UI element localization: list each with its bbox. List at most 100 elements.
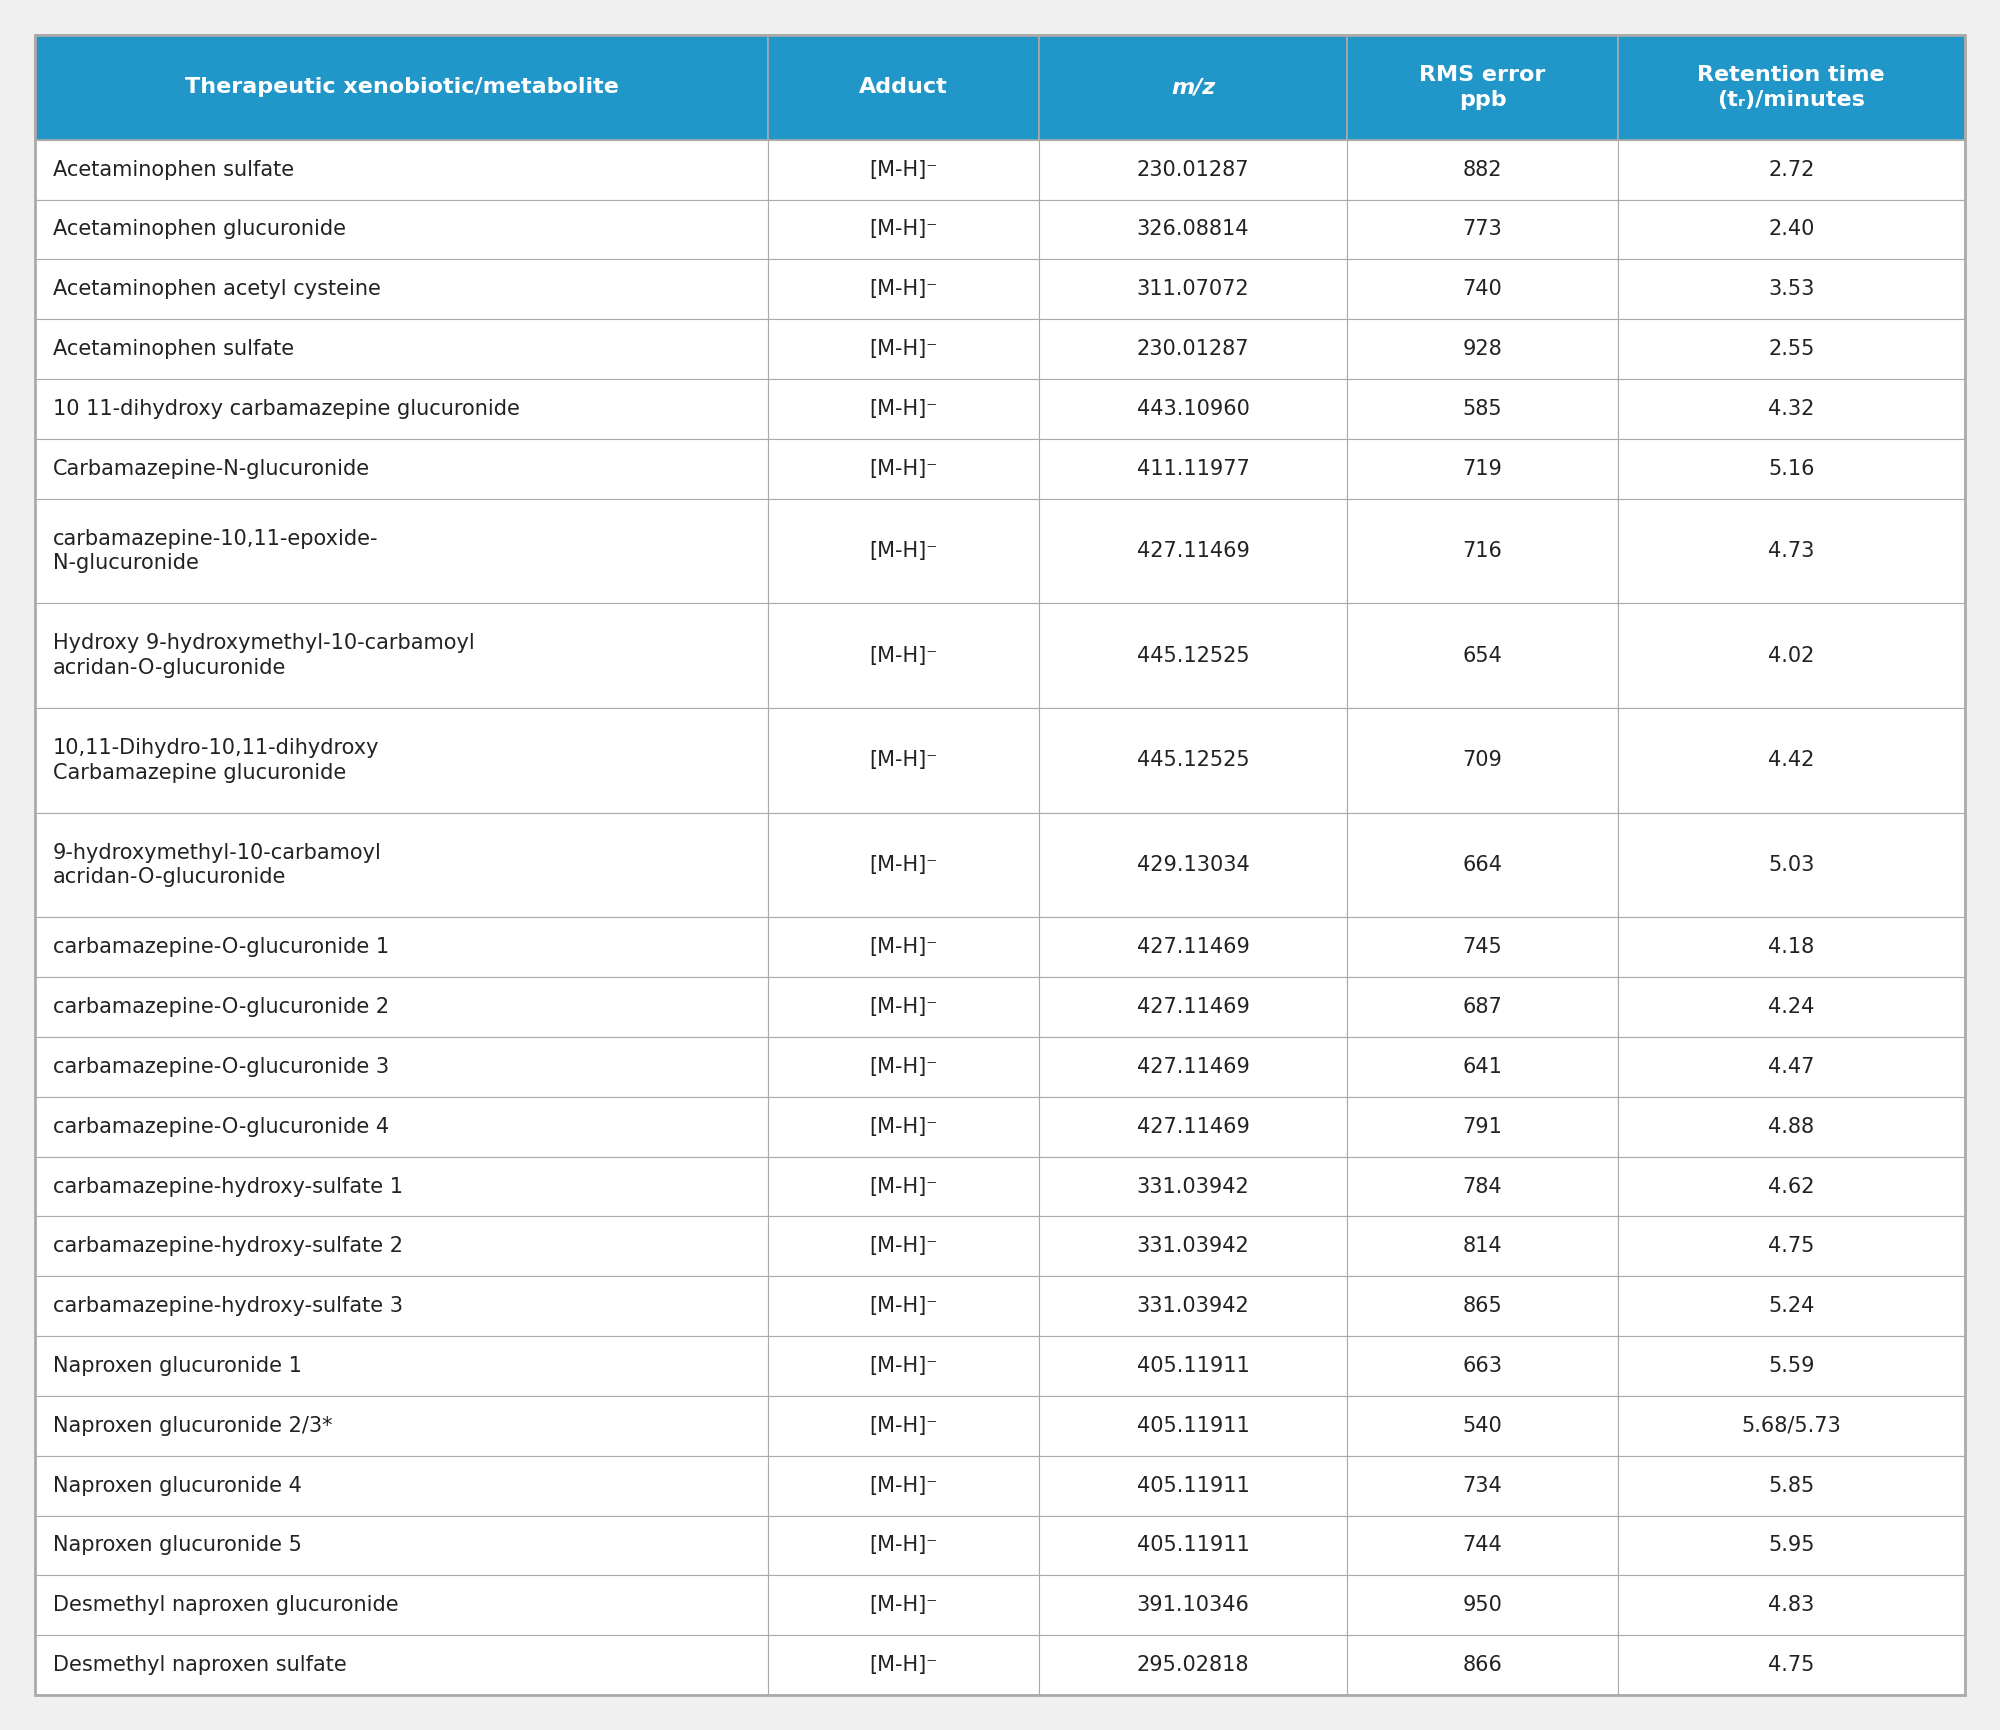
Text: 427.11469: 427.11469 xyxy=(1136,938,1250,957)
Bar xyxy=(1348,977,1618,1036)
Text: carbamazepine-O-glucuronide 1: carbamazepine-O-glucuronide 1 xyxy=(52,938,390,957)
Bar xyxy=(1348,1515,1618,1576)
Bar xyxy=(1038,379,1348,439)
Text: [M-H]⁻: [M-H]⁻ xyxy=(870,400,938,419)
Text: 230.01287: 230.01287 xyxy=(1136,339,1250,360)
Bar xyxy=(1618,1216,1964,1277)
Text: 791: 791 xyxy=(1462,1116,1502,1137)
Bar xyxy=(36,1216,768,1277)
Bar xyxy=(1618,1097,1964,1157)
Bar xyxy=(1618,140,1964,199)
Text: [M-H]⁻: [M-H]⁻ xyxy=(870,279,938,299)
Bar xyxy=(768,977,1038,1036)
Bar xyxy=(36,1635,768,1695)
Bar xyxy=(1348,379,1618,439)
Text: Desmethyl naproxen glucuronide: Desmethyl naproxen glucuronide xyxy=(52,1595,398,1616)
Text: 740: 740 xyxy=(1462,279,1502,299)
Bar xyxy=(1348,604,1618,708)
Bar xyxy=(1038,439,1348,498)
Text: 663: 663 xyxy=(1462,1356,1502,1375)
Text: 10,11-Dihydro-10,11-dihydroxy
Carbamazepine glucuronide: 10,11-Dihydro-10,11-dihydroxy Carbamazep… xyxy=(52,739,380,782)
Text: [M-H]⁻: [M-H]⁻ xyxy=(870,1296,938,1317)
Bar xyxy=(1618,917,1964,977)
Text: 4.62: 4.62 xyxy=(1768,1176,1814,1197)
Bar xyxy=(36,260,768,318)
Text: RMS error
ppb: RMS error ppb xyxy=(1420,64,1546,111)
Text: 882: 882 xyxy=(1462,159,1502,180)
Text: 5.59: 5.59 xyxy=(1768,1356,1814,1375)
Bar xyxy=(1348,318,1618,379)
Bar xyxy=(768,1157,1038,1216)
Bar xyxy=(1348,1455,1618,1515)
Text: Acetaminophen sulfate: Acetaminophen sulfate xyxy=(52,339,294,360)
Text: 10 11-dihydroxy carbamazepine glucuronide: 10 11-dihydroxy carbamazepine glucuronid… xyxy=(52,400,520,419)
Text: [M-H]⁻: [M-H]⁻ xyxy=(870,1116,938,1137)
Bar xyxy=(1618,35,1964,140)
Text: 4.83: 4.83 xyxy=(1768,1595,1814,1616)
Text: carbamazepine-hydroxy-sulfate 2: carbamazepine-hydroxy-sulfate 2 xyxy=(52,1237,404,1256)
Bar xyxy=(36,708,768,813)
Text: 5.16: 5.16 xyxy=(1768,458,1814,479)
Text: 405.11911: 405.11911 xyxy=(1136,1415,1250,1436)
Text: 2.40: 2.40 xyxy=(1768,220,1814,239)
Bar xyxy=(768,1455,1038,1515)
Text: [M-H]⁻: [M-H]⁻ xyxy=(870,1595,938,1616)
Text: carbamazepine-O-glucuronide 4: carbamazepine-O-glucuronide 4 xyxy=(52,1116,390,1137)
Bar xyxy=(36,977,768,1036)
Bar xyxy=(1038,917,1348,977)
Text: Naproxen glucuronide 5: Naproxen glucuronide 5 xyxy=(52,1536,302,1555)
Text: 2.72: 2.72 xyxy=(1768,159,1814,180)
Text: [M-H]⁻: [M-H]⁻ xyxy=(870,1237,938,1256)
Bar xyxy=(768,199,1038,260)
Text: Retention time
(tᵣ)/minutes: Retention time (tᵣ)/minutes xyxy=(1698,64,1886,111)
Bar xyxy=(1618,1576,1964,1635)
Text: [M-H]⁻: [M-H]⁻ xyxy=(870,855,938,875)
Bar xyxy=(1618,708,1964,813)
Bar xyxy=(1618,1336,1964,1396)
Text: [M-H]⁻: [M-H]⁻ xyxy=(870,1476,938,1496)
Text: 405.11911: 405.11911 xyxy=(1136,1356,1250,1375)
Bar xyxy=(1038,498,1348,604)
Bar xyxy=(36,1455,768,1515)
Bar xyxy=(36,439,768,498)
Bar xyxy=(1348,1336,1618,1396)
Bar xyxy=(36,1036,768,1097)
Text: 391.10346: 391.10346 xyxy=(1136,1595,1250,1616)
Bar xyxy=(1038,1216,1348,1277)
Bar xyxy=(1038,1277,1348,1336)
Text: 427.11469: 427.11469 xyxy=(1136,541,1250,561)
Text: Naproxen glucuronide 2/3*: Naproxen glucuronide 2/3* xyxy=(52,1415,332,1436)
Text: [M-H]⁻: [M-H]⁻ xyxy=(870,1176,938,1197)
Bar xyxy=(768,708,1038,813)
Bar xyxy=(36,1576,768,1635)
Bar xyxy=(1348,813,1618,917)
Text: 429.13034: 429.13034 xyxy=(1136,855,1250,875)
Bar xyxy=(1618,260,1964,318)
Bar xyxy=(1038,604,1348,708)
Text: 866: 866 xyxy=(1462,1656,1502,1675)
Text: 654: 654 xyxy=(1462,645,1502,666)
Bar xyxy=(36,1396,768,1455)
Text: 331.03942: 331.03942 xyxy=(1136,1296,1250,1317)
Text: [M-H]⁻: [M-H]⁻ xyxy=(870,339,938,360)
Bar xyxy=(1038,140,1348,199)
Text: 4.02: 4.02 xyxy=(1768,645,1814,666)
Bar xyxy=(36,379,768,439)
Bar xyxy=(1038,1396,1348,1455)
Text: 3.53: 3.53 xyxy=(1768,279,1814,299)
Text: 744: 744 xyxy=(1462,1536,1502,1555)
Bar xyxy=(1618,1396,1964,1455)
Bar xyxy=(768,498,1038,604)
Bar xyxy=(1348,35,1618,140)
Bar xyxy=(36,35,768,140)
Text: Desmethyl naproxen sulfate: Desmethyl naproxen sulfate xyxy=(52,1656,346,1675)
Bar xyxy=(1038,708,1348,813)
Bar xyxy=(1618,813,1964,917)
Text: Naproxen glucuronide 1: Naproxen glucuronide 1 xyxy=(52,1356,302,1375)
Text: Acetaminophen glucuronide: Acetaminophen glucuronide xyxy=(52,220,346,239)
Bar xyxy=(36,1097,768,1157)
Bar xyxy=(768,260,1038,318)
Bar xyxy=(768,35,1038,140)
Text: [M-H]⁻: [M-H]⁻ xyxy=(870,1356,938,1375)
Text: 716: 716 xyxy=(1462,541,1502,561)
